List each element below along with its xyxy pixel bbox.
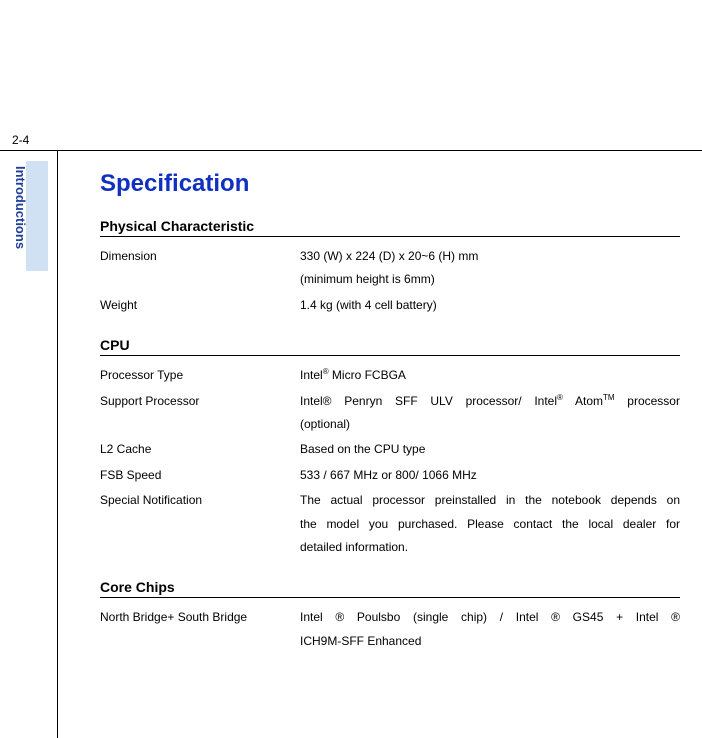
section-heading-physical: Physical Characteristic bbox=[100, 218, 680, 234]
text-fragment: Intel bbox=[300, 368, 323, 382]
row-weight: Weight 1.4 kg (with 4 cell battery) bbox=[100, 294, 680, 317]
left-rule bbox=[57, 150, 58, 738]
label-bridge: North Bridge+ South Bridge bbox=[100, 606, 300, 653]
text-line: detailed information. bbox=[300, 536, 680, 559]
row-dimension: Dimension 330 (W) x 224 (D) x 20~6 (H) m… bbox=[100, 245, 680, 292]
row-bridge: North Bridge+ South Bridge Intel ® Pouls… bbox=[100, 606, 680, 653]
row-special: Special Notification The actual processo… bbox=[100, 489, 680, 559]
spec-title: Specification bbox=[100, 170, 680, 198]
label-dimension: Dimension bbox=[100, 245, 300, 292]
content-area: Specification Physical Characteristic Di… bbox=[100, 170, 680, 655]
value-special: The actual processor preinstalled in the… bbox=[300, 489, 680, 559]
page-number: 2-4 bbox=[12, 133, 29, 147]
label-support-proc: Support Processor bbox=[100, 390, 300, 437]
side-tab-text: Introductions bbox=[13, 166, 28, 249]
value-fsb: 533 / 667 MHz or 800/ 1066 MHz bbox=[300, 464, 680, 487]
text-fragment: Micro FCBGA bbox=[329, 368, 406, 382]
label-fsb: FSB Speed bbox=[100, 464, 300, 487]
label-l2cache: L2 Cache bbox=[100, 438, 300, 461]
value-l2cache: Based on the CPU type bbox=[300, 438, 680, 461]
section-rule bbox=[100, 236, 680, 237]
text-line: the model you purchased. Please contact … bbox=[300, 513, 680, 536]
section-rule bbox=[100, 597, 680, 598]
value-weight: 1.4 kg (with 4 cell battery) bbox=[300, 294, 680, 317]
text-line: The actual processor preinstalled in the… bbox=[300, 489, 680, 512]
value-support-proc: Intel® Penryn SFF ULV processor/ Intel® … bbox=[300, 390, 680, 437]
row-l2cache: L2 Cache Based on the CPU type bbox=[100, 438, 680, 461]
text-line: ICH9M-SFF Enhanced bbox=[300, 630, 680, 653]
superscript: TM bbox=[603, 393, 615, 402]
row-support-proc: Support Processor Intel® Penryn SFF ULV … bbox=[100, 390, 680, 437]
row-fsb: FSB Speed 533 / 667 MHz or 800/ 1066 MHz bbox=[100, 464, 680, 487]
section-heading-cpu: CPU bbox=[100, 337, 680, 353]
text-line: Intel® Penryn SFF ULV processor/ Intel® … bbox=[300, 390, 680, 413]
top-rule bbox=[0, 150, 702, 151]
text-line: Intel ® Poulsbo (single chip) / Intel ® … bbox=[300, 606, 680, 629]
text-line: (optional) bbox=[300, 413, 680, 436]
label-weight: Weight bbox=[100, 294, 300, 317]
text-line: 330 (W) x 224 (D) x 20~6 (H) mm bbox=[300, 245, 680, 268]
text-fragment: Intel® Penryn SFF ULV processor/ Intel bbox=[300, 394, 557, 408]
section-rule bbox=[100, 355, 680, 356]
label-special: Special Notification bbox=[100, 489, 300, 559]
text-fragment: Atom bbox=[563, 394, 603, 408]
row-proc-type: Processor Type Intel® Micro FCBGA bbox=[100, 364, 680, 387]
text-fragment: processor bbox=[615, 394, 680, 408]
value-proc-type: Intel® Micro FCBGA bbox=[300, 364, 680, 387]
label-proc-type: Processor Type bbox=[100, 364, 300, 387]
page: 2-4 Introductions Specification Physical… bbox=[0, 0, 702, 738]
text-line: (minimum height is 6mm) bbox=[300, 268, 680, 291]
section-heading-core: Core Chips bbox=[100, 579, 680, 595]
value-dimension: 330 (W) x 224 (D) x 20~6 (H) mm (minimum… bbox=[300, 245, 680, 292]
value-bridge: Intel ® Poulsbo (single chip) / Intel ® … bbox=[300, 606, 680, 653]
side-tab-bg bbox=[26, 161, 48, 271]
